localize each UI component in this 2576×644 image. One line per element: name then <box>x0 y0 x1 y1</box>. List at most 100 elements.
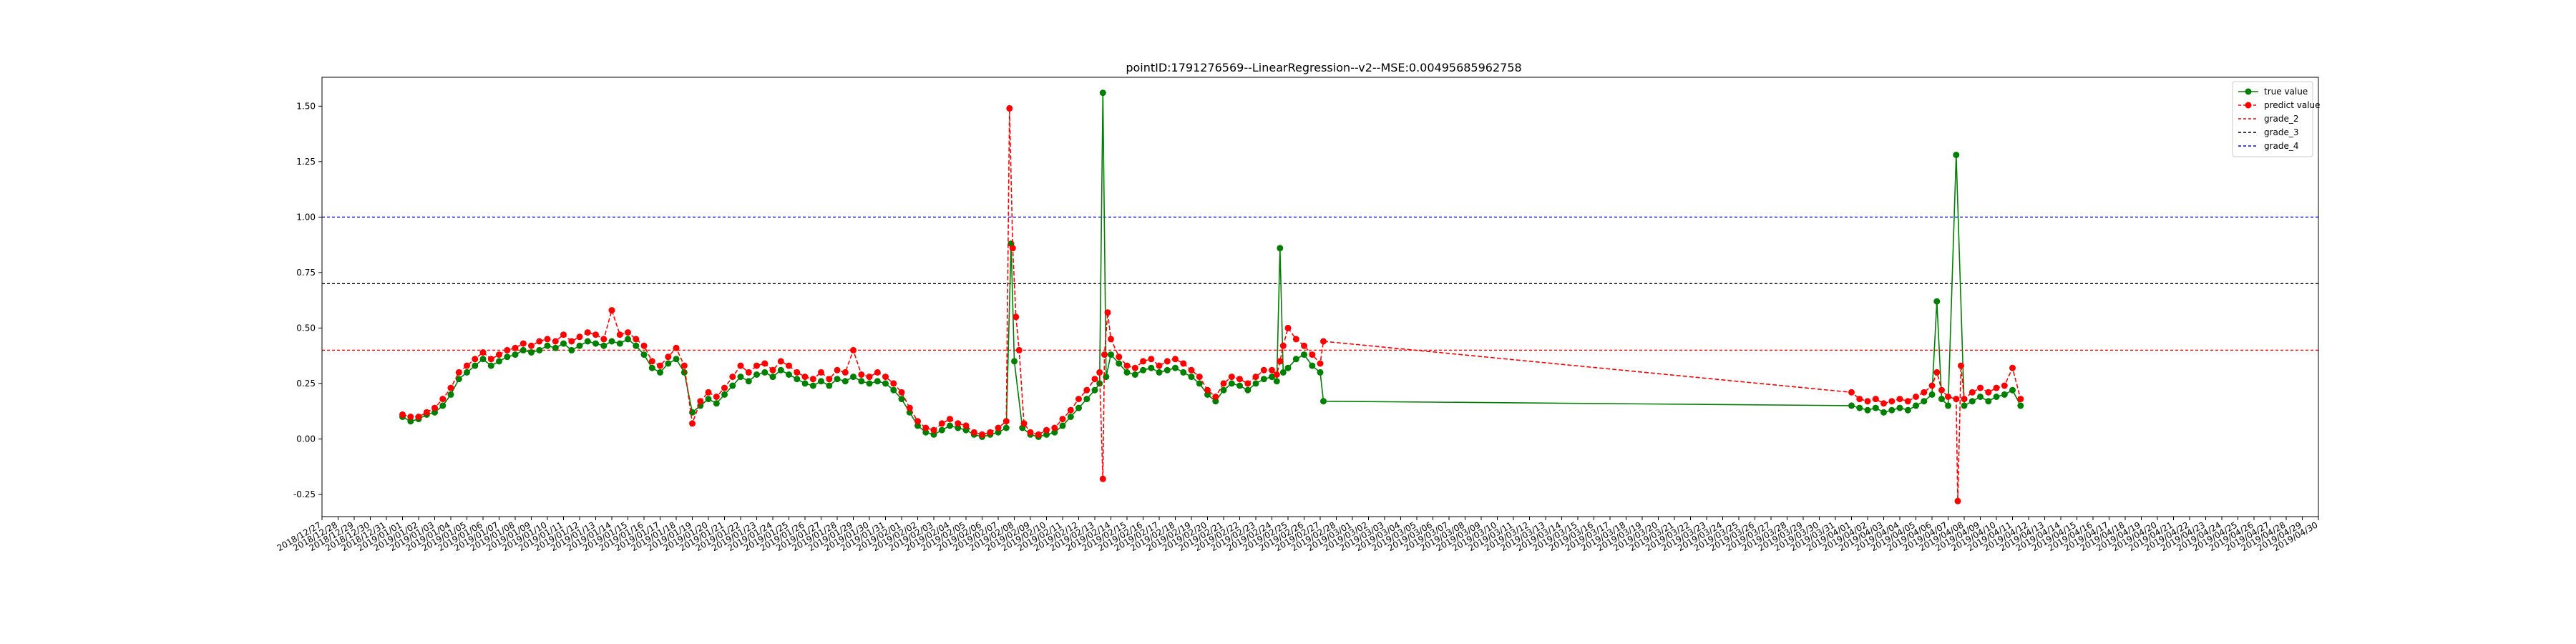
y-tick-label: 0.00 <box>296 434 316 444</box>
data-point <box>592 340 599 347</box>
data-point <box>552 344 559 351</box>
data-point <box>1872 404 1879 411</box>
data-point <box>608 338 615 345</box>
data-point <box>713 394 720 400</box>
data-point <box>431 404 438 411</box>
data-point <box>745 369 752 376</box>
data-point <box>680 369 688 376</box>
data-point <box>1108 351 1114 358</box>
data-point <box>1968 398 1976 405</box>
data-point <box>1301 342 1307 349</box>
data-point <box>794 369 801 376</box>
data-point <box>858 378 865 385</box>
y-tick-label: -0.25 <box>293 489 316 499</box>
data-point <box>1108 336 1114 343</box>
data-point <box>584 338 591 345</box>
y-tick-label: 1.00 <box>296 212 316 222</box>
data-point <box>657 362 663 369</box>
data-point <box>914 422 921 429</box>
data-point <box>1075 396 1082 403</box>
data-point <box>1284 364 1292 371</box>
data-point <box>640 351 648 358</box>
data-point <box>826 376 833 383</box>
data-point <box>1083 396 1091 403</box>
threshold-lines <box>322 216 2318 351</box>
data-point <box>729 382 736 389</box>
data-point <box>536 346 543 353</box>
data-point <box>1896 396 1903 403</box>
data-point <box>1864 398 1871 405</box>
data-point <box>866 380 873 387</box>
data-point <box>1204 391 1211 398</box>
data-point <box>858 371 865 378</box>
data-point <box>1284 324 1292 331</box>
data-point <box>930 426 937 434</box>
data-point <box>1163 358 1171 365</box>
data-point <box>1244 386 1252 394</box>
data-point <box>866 374 873 381</box>
data-point <box>955 424 962 431</box>
data-point <box>625 329 631 336</box>
data-point <box>1933 369 1941 376</box>
data-point <box>640 342 648 349</box>
data-point <box>487 362 494 369</box>
data-point <box>1269 366 1275 374</box>
data-point <box>680 362 688 369</box>
data-point <box>399 411 406 418</box>
chart-title: pointID:1791276569--LinearRegression--v2… <box>1126 61 1521 74</box>
data-point <box>1067 406 1074 414</box>
data-point <box>2017 402 2024 409</box>
data-point <box>705 396 712 403</box>
data-point <box>447 384 454 391</box>
data-point <box>713 400 720 407</box>
data-point <box>464 362 470 369</box>
data-point <box>1953 396 1960 403</box>
data-point <box>504 353 511 361</box>
data-point <box>1002 424 1010 431</box>
data-point <box>841 369 849 376</box>
data-point <box>1856 396 1863 403</box>
data-point <box>415 414 422 420</box>
data-point <box>1131 364 1138 371</box>
data-point <box>1954 497 1961 504</box>
data-point <box>1985 389 1992 396</box>
data-point <box>560 331 567 338</box>
data-point <box>519 340 527 347</box>
data-point <box>1043 426 1050 434</box>
data-point <box>970 429 977 436</box>
data-point <box>657 369 663 376</box>
data-point <box>753 371 760 378</box>
data-point <box>1317 360 1324 367</box>
data-point <box>962 422 970 429</box>
data-point <box>1317 369 1324 376</box>
data-point <box>898 389 905 396</box>
data-point <box>1013 313 1020 321</box>
data-point <box>1212 394 1219 400</box>
data-point <box>528 342 535 349</box>
data-point <box>519 346 527 353</box>
data-point <box>536 338 543 345</box>
data-point <box>1985 398 1992 405</box>
data-point <box>479 349 487 356</box>
data-point <box>568 346 575 353</box>
legend-label: predict value <box>2264 100 2321 110</box>
data-point <box>1938 396 1945 403</box>
data-point <box>504 346 511 353</box>
data-point <box>1880 400 1887 407</box>
y-tick-label: 0.75 <box>296 268 316 278</box>
data-point <box>407 414 414 420</box>
data-point <box>1083 386 1091 394</box>
data-point <box>850 374 857 381</box>
x-axis: 2018/12/272018/12/282018/12/292018/12/30… <box>275 517 2320 553</box>
data-point <box>1292 336 1299 343</box>
data-point <box>1269 374 1275 381</box>
data-point <box>850 346 857 353</box>
data-point <box>1945 402 1951 409</box>
data-point <box>922 424 930 431</box>
data-point <box>552 338 559 345</box>
data-point <box>1977 384 1984 391</box>
data-point <box>1913 394 1919 400</box>
data-point <box>1848 389 1855 396</box>
data-point <box>955 420 962 427</box>
data-point <box>995 429 1002 436</box>
